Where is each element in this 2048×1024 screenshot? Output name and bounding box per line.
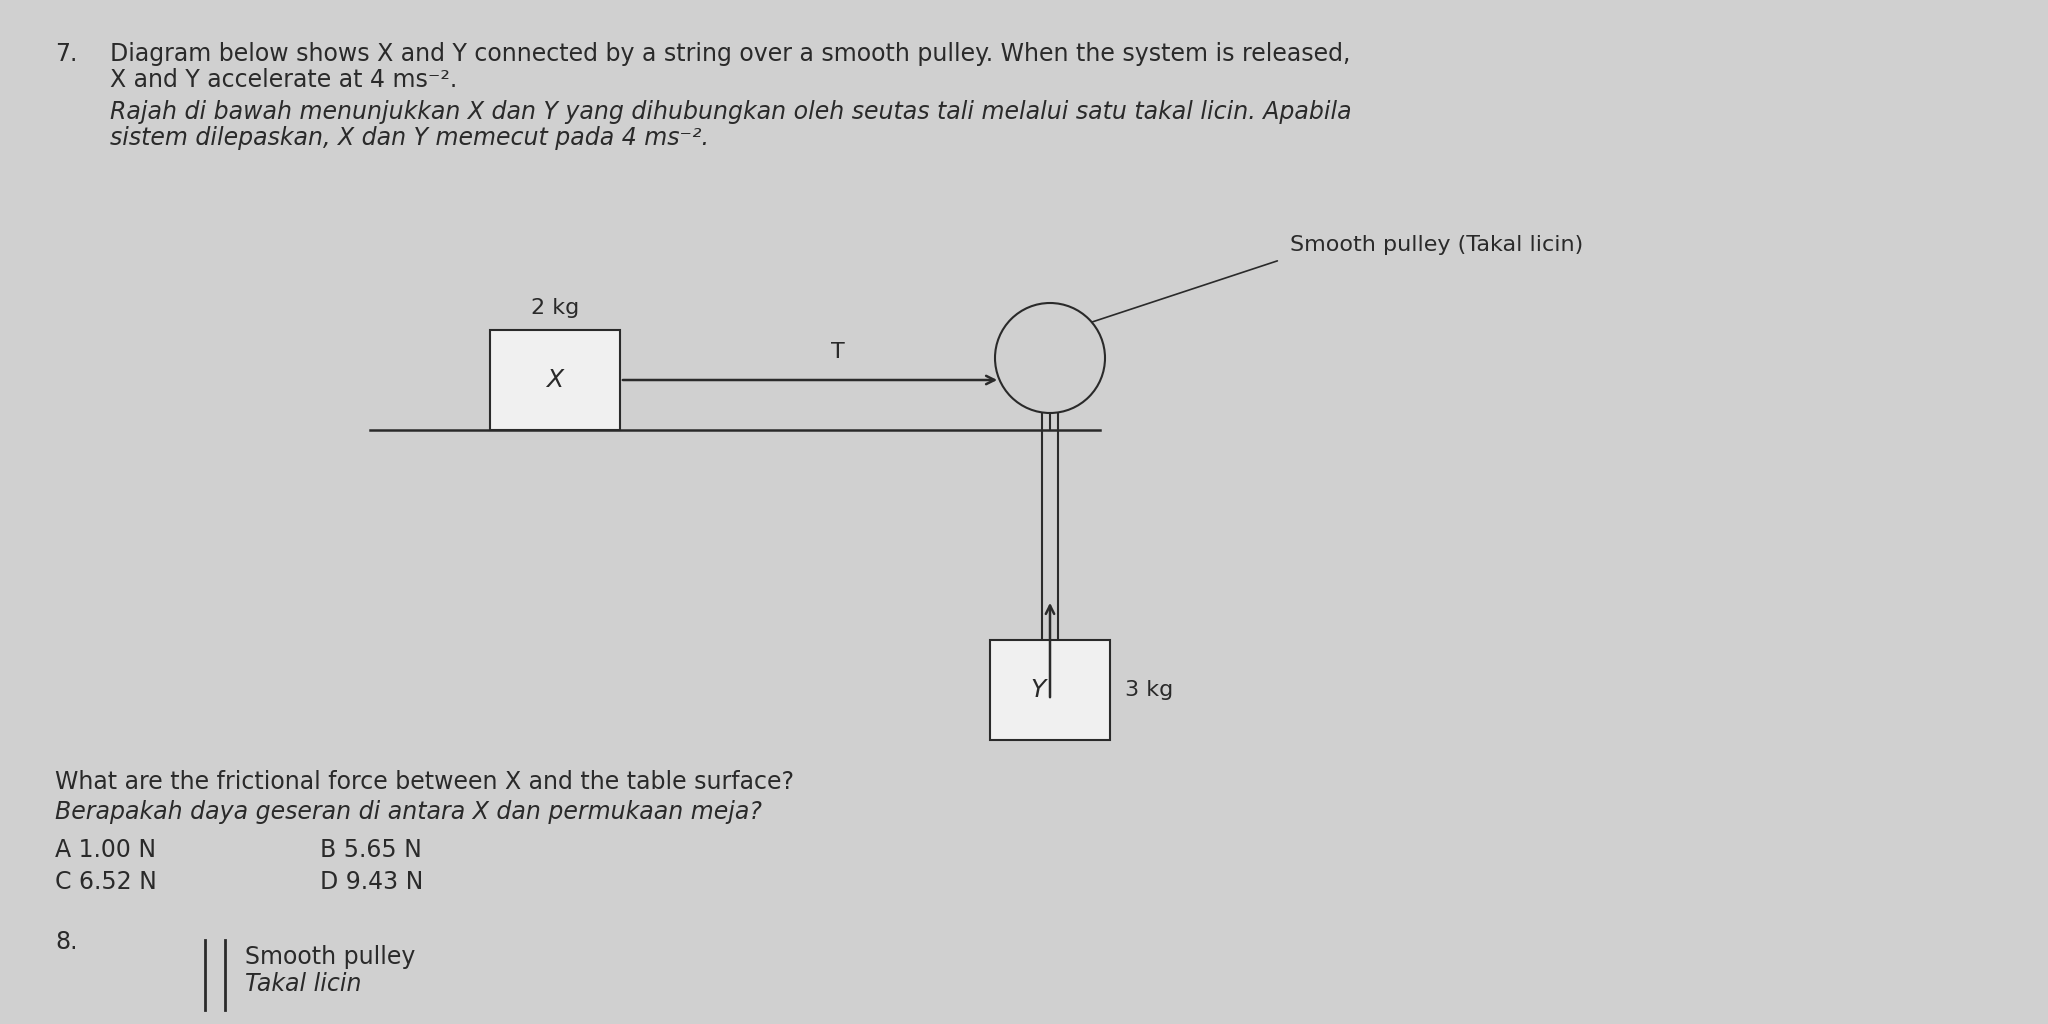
Text: Berapakah daya geseran di antara X dan permukaan meja?: Berapakah daya geseran di antara X dan p… [55,800,762,824]
Text: X: X [547,368,563,392]
Text: Rajah di bawah menunjukkan X dan Y yang dihubungkan oleh seutas tali melalui sat: Rajah di bawah menunjukkan X dan Y yang … [111,100,1352,124]
Text: B 5.65 N: B 5.65 N [319,838,422,862]
Circle shape [995,303,1106,413]
Text: 3 kg: 3 kg [1124,680,1174,700]
Text: Takal licin: Takal licin [246,972,362,996]
Text: 8.: 8. [55,930,78,954]
Text: Diagram below shows X and Y connected by a string over a smooth pulley. When the: Diagram below shows X and Y connected by… [111,42,1350,66]
Bar [989,640,1110,740]
Text: Smooth pulley: Smooth pulley [246,945,416,969]
Text: A 1.00 N: A 1.00 N [55,838,156,862]
Text: C 6.52 N: C 6.52 N [55,870,158,894]
Text: 2 kg: 2 kg [530,298,580,318]
Text: 7.: 7. [55,42,78,66]
Text: What are the frictional force between X and the table surface?: What are the frictional force between X … [55,770,795,794]
Text: Smooth pulley (Takal licin): Smooth pulley (Takal licin) [1290,234,1583,255]
Text: Y: Y [1030,678,1047,702]
Text: T: T [831,342,844,362]
Bar [489,330,621,430]
Text: sistem dilepaskan, X dan Y memecut pada 4 ms⁻².: sistem dilepaskan, X dan Y memecut pada … [111,126,709,150]
Text: X and Y accelerate at 4 ms⁻².: X and Y accelerate at 4 ms⁻². [111,68,457,92]
Text: D 9.43 N: D 9.43 N [319,870,424,894]
